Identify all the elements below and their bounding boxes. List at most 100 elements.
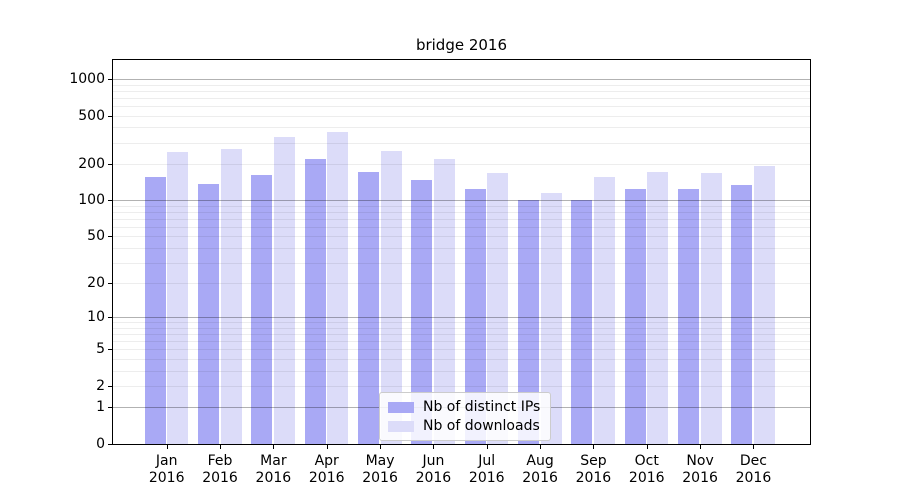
- gridline-minor: [113, 327, 810, 329]
- legend-swatch-downloads: [388, 420, 414, 432]
- x-axis-tick: [220, 445, 222, 449]
- x-axis-tick: [326, 445, 328, 449]
- legend-label-downloads: Nb of downloads: [423, 418, 540, 434]
- y-tick-label: 2: [96, 377, 105, 394]
- y-axis-tick: [108, 163, 112, 165]
- bar-downloads: [540, 192, 562, 444]
- gridline-major: [113, 79, 810, 81]
- x-tick-label: Mar 2016: [255, 453, 292, 486]
- legend-swatch-distinct-ips: [388, 401, 414, 413]
- gridline-minor: [113, 283, 810, 285]
- bar-distinct-ips: [624, 189, 646, 444]
- bar-downloads: [647, 171, 669, 444]
- x-axis-tick: [700, 445, 702, 449]
- bar-distinct-ips: [464, 189, 486, 444]
- x-tick-label: Dec 2016: [735, 453, 772, 486]
- x-axis-tick: [380, 445, 382, 449]
- gridline-minor: [113, 359, 810, 360]
- gridline-minor: [113, 349, 810, 351]
- bar-downloads: [327, 131, 349, 444]
- x-tick-label: Jun 2016: [415, 453, 452, 486]
- x-tick-label: Apr 2016: [308, 453, 345, 486]
- x-axis-tick: [166, 445, 168, 449]
- y-axis-tick: [108, 349, 112, 351]
- x-axis-tick: [646, 445, 648, 449]
- x-tick-label: Oct 2016: [628, 453, 665, 486]
- bar-downloads: [220, 148, 242, 444]
- plot-area: [112, 59, 811, 445]
- gridline-major: [113, 317, 810, 319]
- gridline-minor: [113, 236, 810, 238]
- y-axis-tick: [108, 236, 112, 238]
- bar-downloads: [167, 151, 189, 444]
- y-tick-label: 10: [87, 309, 105, 326]
- y-axis-tick: [108, 200, 112, 202]
- gridline-minor: [113, 385, 810, 387]
- x-tick-label: May 2016: [362, 453, 398, 486]
- bar-downloads: [593, 177, 615, 444]
- bar-distinct-ips: [251, 174, 273, 444]
- gridline-minor: [113, 322, 810, 324]
- y-axis-tick: [108, 283, 112, 285]
- y-tick-label: 100: [78, 192, 105, 209]
- bar-downloads: [753, 166, 775, 444]
- gridline-minor: [113, 106, 810, 108]
- gridline-minor: [113, 84, 810, 86]
- x-tick-label: Aug 2016: [522, 453, 558, 486]
- gridline-minor: [113, 127, 810, 129]
- x-tick-label: Feb 2016: [202, 453, 238, 486]
- gridline-minor: [113, 115, 810, 117]
- y-axis-tick: [108, 317, 112, 319]
- gridline-minor: [113, 247, 810, 249]
- bar-distinct-ips: [304, 158, 326, 444]
- bar-distinct-ips: [411, 180, 433, 444]
- bar-distinct-ips: [678, 189, 700, 444]
- x-tick-label: Nov 2016: [682, 453, 718, 486]
- gridline-minor: [113, 334, 810, 336]
- bar-downloads: [487, 173, 509, 444]
- gridline-minor: [113, 205, 810, 207]
- y-axis-tick: [108, 444, 112, 445]
- x-axis-tick: [593, 445, 595, 449]
- x-axis-tick: [273, 445, 275, 449]
- gridline-minor: [113, 142, 810, 144]
- gridline-minor: [113, 262, 810, 264]
- y-tick-label: 5: [96, 341, 105, 358]
- y-tick-label: 1000: [69, 71, 105, 88]
- x-axis-tick: [486, 445, 488, 449]
- gridline-minor: [113, 90, 810, 92]
- bar-distinct-ips: [518, 200, 540, 444]
- chart-title: bridge 2016: [415, 36, 508, 54]
- legend-label-distinct-ips: Nb of distinct IPs: [423, 399, 541, 415]
- y-axis-tick: [108, 115, 112, 117]
- gridline-minor: [113, 163, 810, 165]
- legend-item-distinct-ips: Nb of distinct IPs: [388, 399, 540, 415]
- bar-downloads: [380, 150, 402, 444]
- bar-downloads: [700, 173, 722, 444]
- y-tick-label: 20: [87, 275, 105, 292]
- bar-downloads: [273, 136, 295, 444]
- y-tick-label: 200: [78, 155, 105, 172]
- y-tick-label: 1: [96, 399, 105, 416]
- bar-distinct-ips: [198, 183, 220, 444]
- gridline-minor: [113, 370, 810, 372]
- y-axis-tick: [108, 385, 112, 387]
- y-axis-tick: [108, 407, 112, 409]
- x-axis-tick: [753, 445, 755, 449]
- y-tick-label: 0: [96, 436, 105, 452]
- bar-distinct-ips: [731, 184, 753, 444]
- bar-downloads: [433, 159, 455, 444]
- gridline-minor: [113, 218, 810, 220]
- y-tick-label: 50: [87, 228, 105, 245]
- legend: Nb of distinct IPs Nb of downloads: [379, 392, 552, 441]
- x-tick-label: Jul 2016: [468, 453, 505, 486]
- x-tick-label: Jan 2016: [148, 453, 185, 486]
- bar-distinct-ips: [144, 177, 166, 444]
- bar-distinct-ips: [358, 171, 380, 444]
- gridline-minor: [113, 211, 810, 213]
- x-tick-label: Sep 2016: [575, 453, 612, 486]
- x-axis-tick: [540, 445, 542, 449]
- y-tick-label: 500: [78, 107, 105, 124]
- x-axis-tick: [433, 445, 435, 449]
